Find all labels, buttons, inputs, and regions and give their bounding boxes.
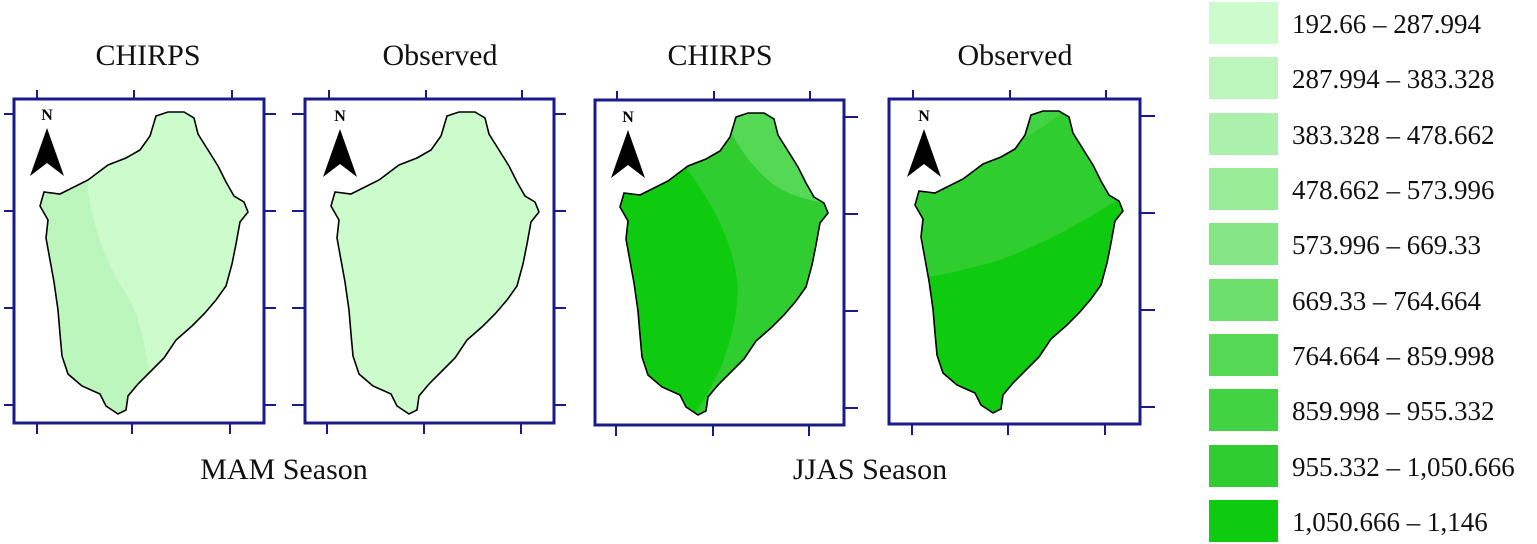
map-title-chirps-mam: CHIRPS <box>95 39 201 72</box>
svg-text:N: N <box>334 108 346 125</box>
season-label-jjas: JJAS Season <box>792 453 948 486</box>
legend-item: 287.994 – 383.328 <box>1208 57 1537 101</box>
legend-label: 764.664 – 859.998 <box>1292 341 1495 371</box>
legend-swatch <box>1209 279 1278 321</box>
legend-label: 383.328 – 478.662 <box>1292 120 1495 150</box>
north-arrow-icon: N <box>323 108 357 177</box>
map-panel-observed-jjas: N <box>887 90 1155 435</box>
map-panel-observed-mam: N <box>292 90 566 434</box>
legend-swatch <box>1209 113 1278 155</box>
legend-swatch <box>1209 168 1278 210</box>
legend-swatch <box>1209 57 1278 99</box>
map-ticks <box>292 90 566 434</box>
legend-item: 955.332 – 1,050.666 <box>1208 445 1537 489</box>
legend-item: 764.664 – 859.998 <box>1208 334 1537 378</box>
legend-swatch <box>1209 500 1278 542</box>
legend-swatch <box>1209 2 1278 44</box>
legend-item: 383.328 – 478.662 <box>1208 113 1537 157</box>
map-panel-chirps-jjas: N <box>593 91 858 436</box>
map-title-chirps-jjas: CHIRPS <box>667 39 773 72</box>
map-title-observed-mam: Observed <box>382 39 498 72</box>
north-arrow-icon: N <box>907 108 941 177</box>
north-arrow-icon: N <box>30 107 64 176</box>
svg-text:N: N <box>918 108 930 125</box>
svg-text:N: N <box>41 107 53 124</box>
svg-text:N: N <box>622 109 634 126</box>
legend-swatch <box>1209 223 1278 265</box>
map-panel-chirps-mam: N <box>4 90 276 434</box>
legend-label: 1,050.666 – 1,146 <box>1292 507 1488 537</box>
legend-item: 192.66 – 287.994 <box>1208 2 1537 46</box>
map-ticks <box>911 90 1155 435</box>
legend-label: 573.996 – 669.33 <box>1292 230 1481 260</box>
legend-swatch <box>1209 445 1278 487</box>
legend-item: 859.998 – 955.332 <box>1208 389 1537 433</box>
legend-label: 192.66 – 287.994 <box>1292 9 1481 39</box>
season-label-mam: MAM Season <box>200 453 368 486</box>
legend-label: 478.662 – 573.996 <box>1292 175 1495 205</box>
legend-item: 1,050.666 – 1,146 <box>1208 500 1537 544</box>
legend-label: 859.998 – 955.332 <box>1292 396 1495 426</box>
legend-item: 669.33 – 764.664 <box>1208 279 1537 323</box>
map-ticks <box>615 91 858 436</box>
maps-canvas: N N <box>4 90 1155 436</box>
legend-item: 573.996 – 669.33 <box>1208 223 1537 267</box>
map-title-observed-jjas: Observed <box>957 39 1073 72</box>
legend-label: 955.332 – 1,050.666 <box>1292 452 1515 482</box>
legend-swatch <box>1209 389 1278 431</box>
legend-item: 478.662 – 573.996 <box>1208 168 1537 212</box>
legend-swatch <box>1209 334 1278 376</box>
legend-label: 287.994 – 383.328 <box>1292 64 1495 94</box>
north-arrow-icon: N <box>611 109 645 178</box>
legend-label: 669.33 – 764.664 <box>1292 286 1481 316</box>
map-ticks <box>4 90 276 434</box>
